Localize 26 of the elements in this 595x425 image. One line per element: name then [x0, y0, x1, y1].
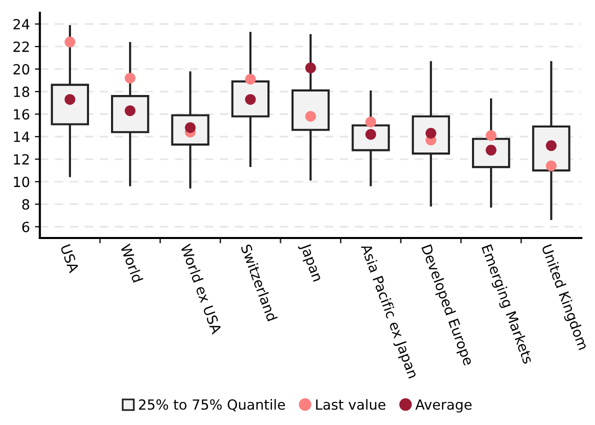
point	[486, 130, 496, 141]
y-tick-label: 10	[14, 176, 30, 188]
legend-label: Average	[415, 399, 472, 412]
x-tick-label: Asia Pacific ex Japan	[358, 242, 419, 380]
y-tick-label: 20	[13, 64, 30, 75]
legend-label: Last value	[316, 399, 386, 410]
x-tick-label: Japan	[298, 242, 324, 283]
point	[546, 160, 557, 172]
y-tick-label: 18	[14, 86, 30, 98]
legend-label: 25% to 75% Quantile	[138, 399, 285, 412]
x-tick-label: USA	[60, 244, 80, 274]
point	[305, 110, 316, 122]
point	[365, 116, 376, 128]
y-tick-label: 12	[14, 154, 29, 164]
point	[64, 36, 76, 48]
x-tick-label: World ex USA	[180, 243, 222, 335]
y-tick-label: 22	[13, 42, 29, 52]
y-tick-label: 14	[14, 132, 30, 142]
point	[124, 72, 136, 84]
point	[305, 62, 316, 74]
point	[245, 74, 256, 85]
y-tick-label: 6	[22, 222, 30, 232]
y-tick-label: 24	[13, 18, 30, 30]
y-tick-label: 8	[22, 199, 30, 210]
x-tick-label: World	[120, 243, 144, 283]
y-tick-label: 16	[14, 109, 30, 120]
